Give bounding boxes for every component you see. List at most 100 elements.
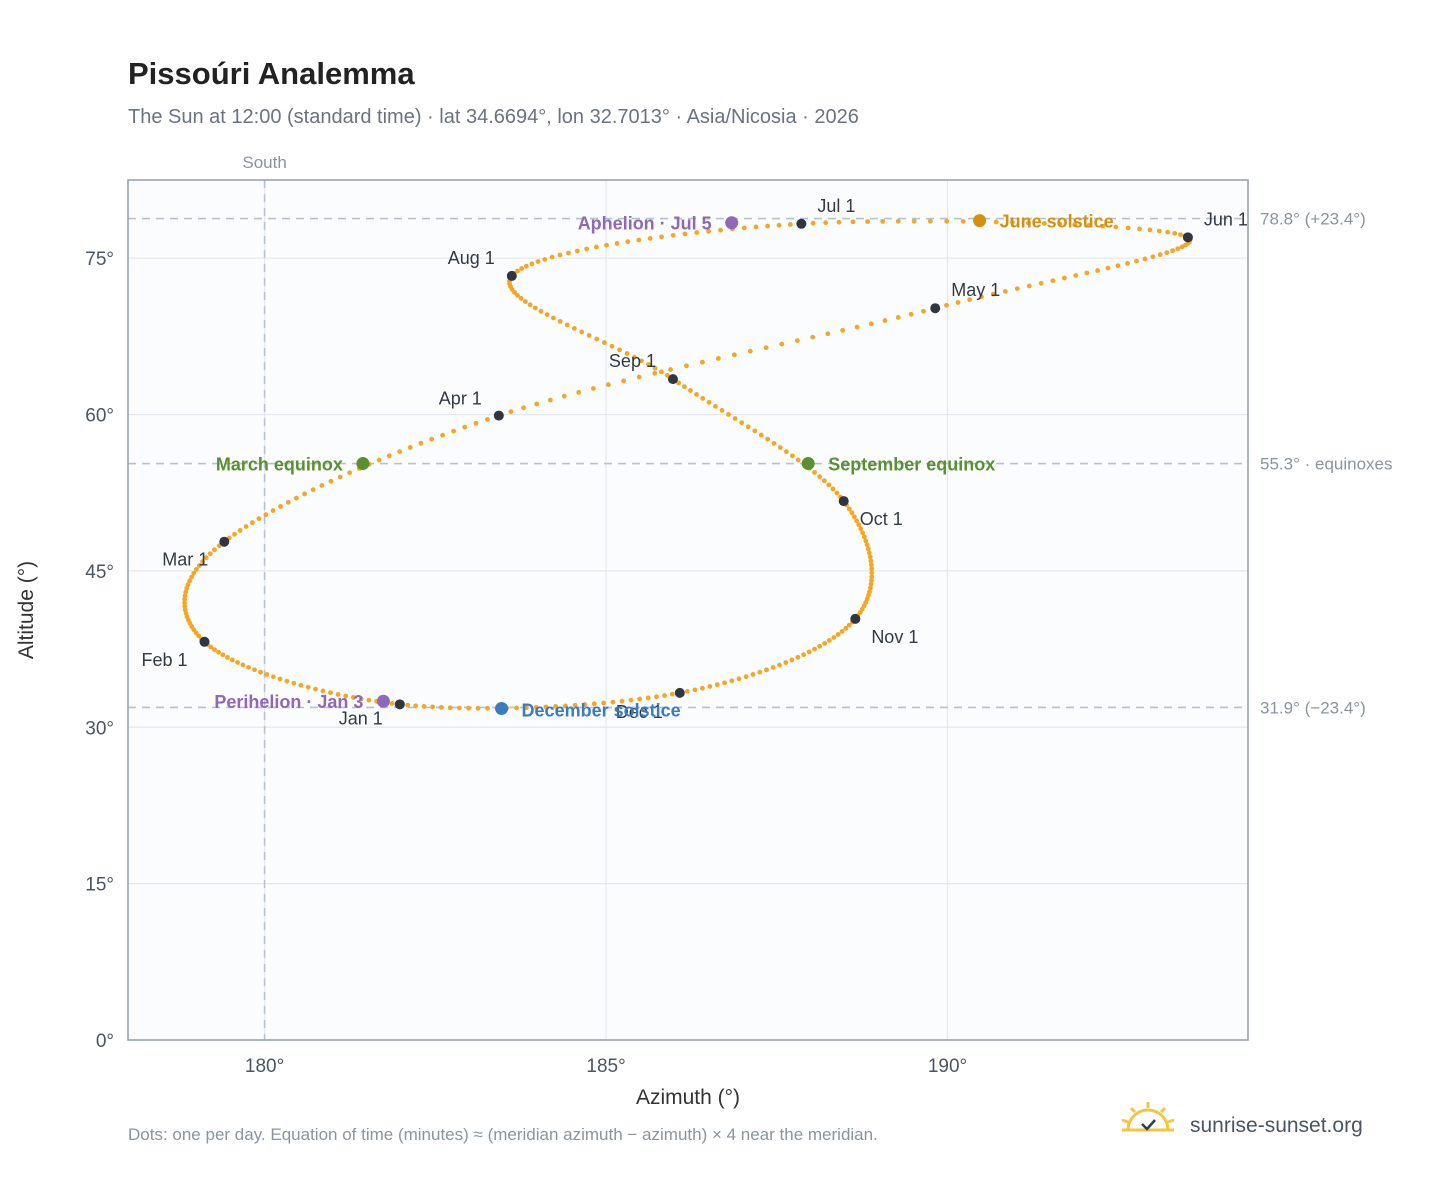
daily-dot [429,436,435,442]
daily-dot [692,687,698,693]
daily-dot [1062,275,1067,281]
daily-dot [462,424,468,430]
daily-dot [790,453,795,459]
daily-dot [485,705,490,711]
daily-dot [591,701,597,707]
daily-dot [867,554,873,560]
month-marker-label: Sep 1 [609,351,656,371]
daily-dot [732,416,738,421]
event-marker-dot [376,694,390,708]
daily-dot [787,222,793,227]
daily-dot [810,220,816,226]
daily-dot [863,538,869,544]
plot-frame [127,179,1249,1041]
daily-dot [601,340,607,346]
daily-dot [519,266,525,271]
month-marker-label: Dec 1 [616,702,663,722]
daily-dot [687,388,693,393]
daily-dot [631,354,637,360]
altitude-reference-label: 78.8° (+23.4°) [1260,210,1366,229]
daily-dot [858,526,864,532]
daily-dot [840,327,846,333]
daily-dot [835,632,841,637]
daily-dot [252,667,257,673]
daily-dot [647,235,653,241]
daily-dot [291,680,297,686]
daily-dot [605,382,611,388]
daily-dot [669,691,675,697]
daily-dot [726,412,731,417]
daily-dot [713,403,718,409]
daily-dot [851,514,857,520]
daily-dot [750,672,756,677]
daily-dot [1010,220,1015,225]
daily-dot [1125,225,1131,231]
daily-dot [846,506,852,512]
daily-dot [1165,229,1171,235]
daily-dot [729,678,735,684]
daily-dot [347,470,353,476]
daily-dot [191,570,197,576]
daily-dot [601,700,607,706]
daily-dot [237,528,243,533]
daily-dot [619,698,625,704]
daily-dot [652,365,658,371]
month-marker-dot [838,496,849,507]
daily-dot [243,524,249,529]
y-tick-label: 45° [85,562,114,583]
daily-dot [1014,286,1020,292]
daily-dot [523,705,529,711]
altitude-reference-label: 31.9° (−23.4°) [1260,698,1366,717]
daily-dot [834,490,840,496]
daily-dot [1041,220,1047,226]
daily-dot [684,689,690,694]
daily-dot [682,231,688,237]
daily-dot [249,520,255,526]
daily-dot [927,218,933,224]
daily-dot [869,566,875,572]
daily-dot [358,696,364,702]
daily-dot [543,704,549,710]
daily-dot [189,574,194,580]
daily-dot [1100,223,1106,229]
daily-dot [955,300,961,305]
sun-check-icon [1121,1102,1175,1132]
event-marker-label: Aphelion · Jul 5 [578,214,712,234]
daily-dot [614,241,620,246]
daily-dot [777,662,782,668]
daily-dot [586,333,592,338]
daily-dot [771,440,777,446]
daily-dot [684,363,689,369]
daily-dot [553,704,559,709]
daily-dot [990,291,996,297]
daily-dot [659,369,664,375]
daily-dot [1026,283,1032,289]
daily-dot [183,589,189,595]
month-marker-dot [493,410,504,421]
daily-dot [229,657,235,663]
daily-dot [1175,246,1181,252]
daily-dot [763,345,769,351]
daily-dot [801,652,806,658]
daily-dot [547,397,553,403]
daily-dot [639,358,644,364]
daily-dot [473,420,479,426]
daily-dot [836,219,842,225]
month-marker-label: Apr 1 [439,389,482,409]
daily-dot [527,302,533,308]
daily-dot [534,401,540,407]
daily-dot [524,263,529,269]
daily-dot [637,696,643,702]
event-marker-dot [725,216,739,230]
daily-dot [665,373,670,378]
daily-dot [203,555,209,561]
daily-dot [475,705,481,711]
daily-dot [564,322,570,328]
x-tick-label: 180° [245,1056,284,1077]
daily-dot [817,643,823,649]
daily-dot [854,324,860,330]
daily-dot [430,704,435,710]
daily-dot [795,654,801,660]
daily-dot [869,574,875,580]
daily-dot [960,219,966,224]
